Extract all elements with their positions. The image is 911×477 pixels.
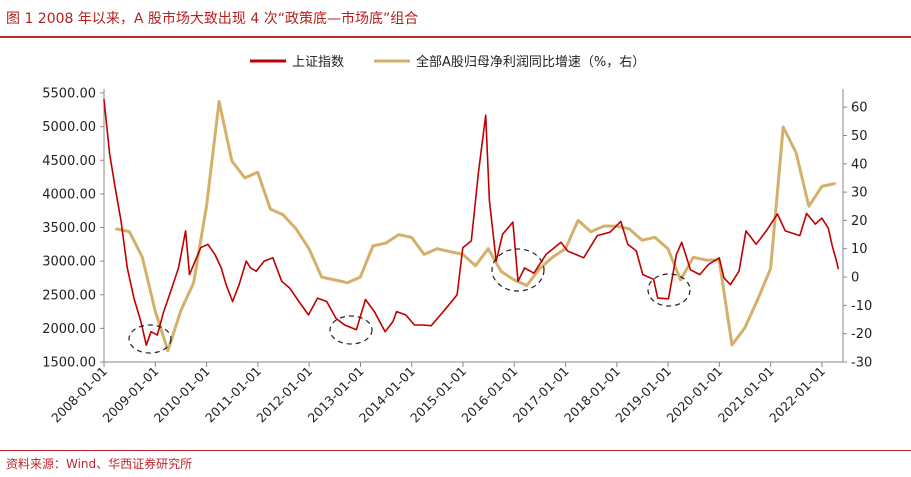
right-axis-tick-label: 0 — [851, 271, 859, 286]
right-axis: -30 -20 -10 0 10 20 30 40 50 60 — [842, 89, 872, 371]
left-axis-tick-label: 5000.00 — [42, 120, 96, 135]
legend-label-index: 上证指数 — [292, 55, 344, 70]
bottom-marker-2008 — [128, 324, 172, 354]
right-axis-tick-label: -10 — [851, 299, 872, 314]
right-axis-tick-label: 60 — [851, 101, 868, 116]
right-axis-tick-label: 50 — [851, 129, 868, 144]
right-axis-tick-label: -20 — [851, 327, 872, 342]
right-axis-tick-label: 40 — [851, 157, 868, 172]
bottom-marker-2013 — [329, 315, 373, 345]
right-axis-tick-label: 20 — [851, 214, 868, 229]
chart: 上证指数 全部A股归母净利润同比增速（%，右） 1500.00 2000.00 25… — [42, 54, 872, 425]
legend-label-profit: 全部A股归母净利润同比增速（%，右） — [416, 54, 645, 70]
left-axis-tick-label: 4500.00 — [42, 154, 96, 169]
right-axis-tick-label: -30 — [851, 356, 872, 371]
left-axis-tick-label: 3500.00 — [42, 221, 96, 236]
left-axis-tick-label: 4000.00 — [42, 187, 96, 202]
left-axis-tick-label: 5500.00 — [42, 87, 96, 102]
right-axis-tick-label: 10 — [851, 242, 868, 257]
bottom-marker-2016 — [491, 248, 545, 292]
title-rule — [0, 36, 911, 38]
left-axis-tick-label: 2000.00 — [42, 322, 96, 337]
series-line-shanghai-index — [103, 98, 840, 347]
bottom-marker-2019 — [647, 273, 691, 307]
annotation-circles — [128, 248, 691, 354]
left-axis-tick-label: 1500.00 — [42, 356, 96, 371]
legend: 上证指数 全部A股归母净利润同比增速（%，右） — [250, 54, 645, 70]
figure-title: 图 1 2008 年以来，A 股市场大致出现 4 次“政策底—市场底”组合 — [6, 11, 419, 27]
left-axis-tick-label: 3000.00 — [42, 255, 96, 270]
right-axis-tick-label: 30 — [851, 186, 868, 201]
plot-area — [103, 98, 840, 353]
source-note: 资料来源：Wind、华西证券研究所 — [6, 457, 193, 471]
series-line-profit-growth — [115, 100, 836, 353]
x-axis: 2008-01-012009-01-012010-01-012011-01-01… — [48, 361, 843, 425]
left-axis-tick-label: 2500.00 — [42, 288, 96, 303]
source-rule — [0, 450, 911, 451]
left-axis: 1500.00 2000.00 2500.00 3000.00 3500.00 4000.… — [42, 87, 105, 371]
